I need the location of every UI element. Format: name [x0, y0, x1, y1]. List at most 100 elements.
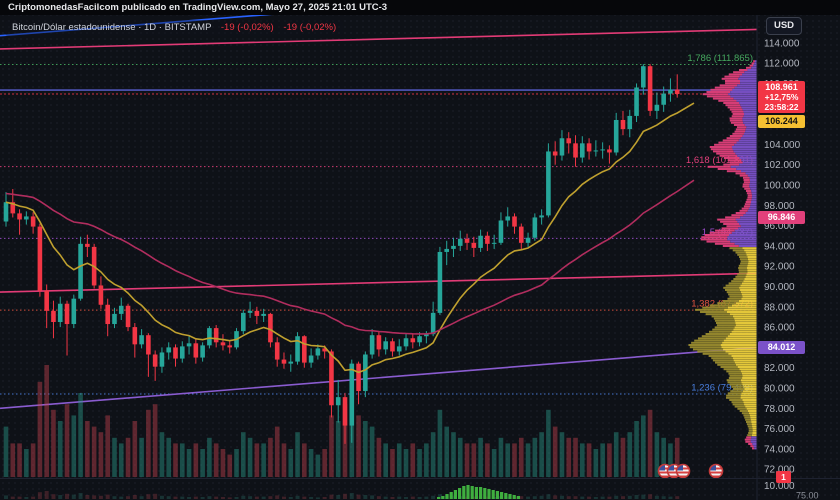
bottom-indicator-bar [390, 497, 395, 499]
volume-bar [613, 432, 619, 477]
profile-row [735, 212, 746, 214]
candle [207, 328, 212, 346]
profile-row [717, 168, 737, 170]
price-tick-label: 72.000 [764, 465, 795, 476]
volume-bar [152, 404, 158, 477]
candle [186, 343, 192, 347]
bottom-indicator-bar [654, 495, 659, 499]
profile-row [732, 249, 745, 252]
volume-bar [139, 437, 144, 477]
profile-row [729, 399, 743, 401]
profile-row [727, 236, 757, 239]
profile-row [723, 348, 757, 351]
profile-row [746, 273, 757, 276]
price-tick-label: 112.000 [764, 59, 800, 70]
profile-row [726, 291, 741, 294]
profile-row [709, 146, 732, 148]
profile-row [751, 192, 757, 195]
candle [200, 345, 205, 358]
bottom-indicator-bar [539, 495, 544, 499]
profile-row [735, 275, 746, 278]
profile-row [747, 269, 757, 272]
profile-row [727, 297, 742, 300]
candle [668, 89, 673, 94]
candle [30, 216, 36, 227]
profile-row [745, 251, 757, 254]
event-flags-layer[interactable] [657, 463, 724, 479]
bottom-indicator-bar [268, 496, 273, 499]
volume-bar [112, 437, 117, 477]
price-tick-label: 82.000 [764, 363, 795, 374]
profile-row [737, 253, 747, 256]
bottom-indicator-bar [526, 496, 531, 499]
symbol-title: Bitcoin/Dólar estadounidense · 1D · BITS… [12, 22, 212, 33]
symbol-info-pill[interactable]: Bitcoin/Dólar estadounidense · 1D · BITS… [5, 20, 344, 36]
profile-row [743, 205, 751, 208]
profile-row [740, 216, 757, 219]
candle [71, 298, 77, 325]
profile-row [729, 383, 743, 386]
bottom-indicator-bar [431, 495, 436, 499]
bottom-indicator-bar [44, 491, 49, 499]
profile-row [750, 440, 757, 443]
profile-row [734, 242, 757, 245]
bottom-indicator-bar [234, 497, 239, 499]
bottom-pane-scale-label: 10.000 [764, 481, 795, 492]
profile-row [723, 102, 740, 104]
price-tick-label: 78.000 [764, 404, 795, 415]
candle [410, 338, 416, 343]
profile-row [752, 429, 757, 432]
candle [417, 336, 422, 343]
profile-row [712, 359, 734, 362]
profile-row [721, 77, 739, 80]
profile-row [727, 381, 742, 384]
volume-bar [674, 437, 680, 477]
volume-bar [491, 449, 497, 477]
profile-row [724, 289, 741, 291]
bottom-indicator-bar [437, 494, 442, 499]
bottom-indicator-bar [587, 496, 592, 499]
profile-row [711, 315, 733, 318]
profile-row [717, 302, 736, 305]
candle [512, 216, 517, 227]
candle [552, 151, 558, 156]
profile-row [731, 115, 744, 118]
profile-row [714, 326, 735, 329]
profile-row [745, 275, 757, 278]
profile-row [751, 421, 757, 423]
volume-bar [369, 426, 375, 477]
profile-row [736, 99, 757, 102]
ma-slow-value-badge: 96.846 [758, 211, 805, 224]
profile-row [746, 407, 757, 410]
profile-row [750, 187, 757, 190]
profile-row [744, 416, 751, 419]
us-flag-event-icon[interactable] [675, 463, 691, 479]
candle [607, 149, 612, 153]
profile-row [709, 231, 732, 234]
profile-row [744, 388, 757, 390]
profile-row [744, 403, 757, 406]
bottom-pane-layer [4, 485, 680, 499]
volume-bar [647, 409, 653, 477]
profile-row [735, 218, 757, 221]
volume-bar [288, 449, 294, 477]
currency-toggle-button[interactable]: USD [766, 17, 802, 35]
bottom-indicator-bar [356, 494, 361, 499]
profile-row [731, 304, 757, 307]
profile-row [733, 328, 757, 331]
profile-row [732, 403, 745, 406]
volume-layer [3, 365, 680, 477]
bottom-indicator-bar [573, 496, 578, 499]
profile-row [740, 137, 757, 140]
candle [620, 119, 626, 130]
profile-row [728, 93, 757, 96]
bottom-indicator-bar [620, 496, 625, 499]
profile-row [733, 150, 757, 153]
candle [44, 290, 49, 311]
bottom-indicator-bar [275, 495, 280, 499]
candle [166, 347, 172, 353]
profile-row [746, 192, 752, 195]
us-flag-event-icon[interactable] [708, 463, 724, 479]
bottom-indicator-green-bar [466, 485, 470, 499]
